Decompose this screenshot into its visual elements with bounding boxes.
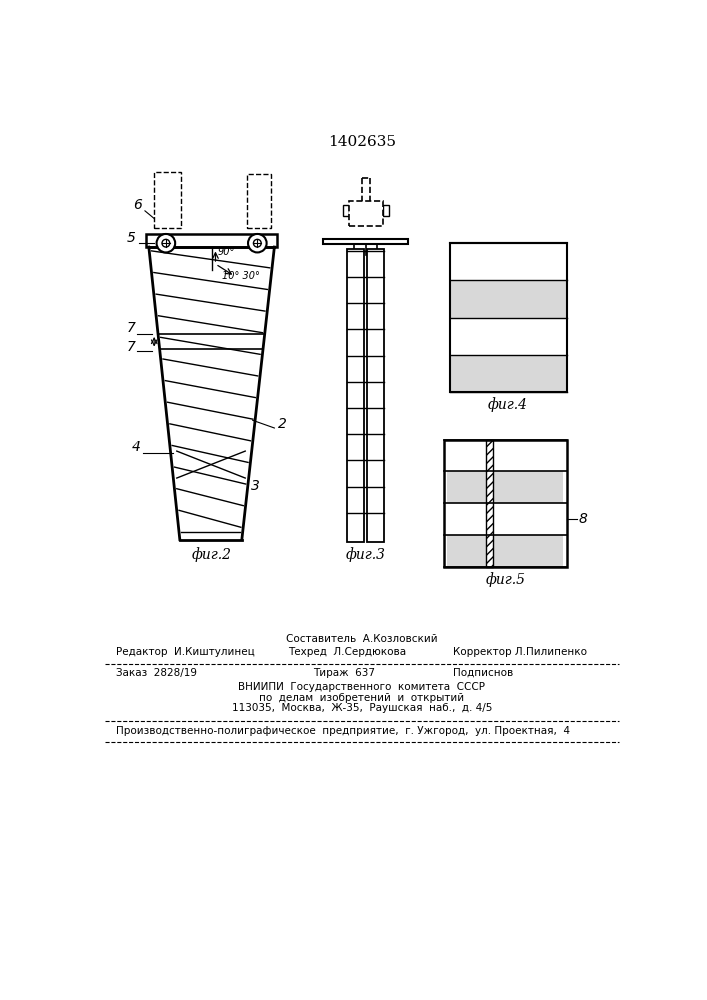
Bar [450, 280, 566, 318]
Bar [343, 205, 349, 216]
Bar [383, 205, 389, 216]
Bar [448, 440, 493, 471]
Text: ВНИИПИ  Государственного  комитета  СССР: ВНИИПИ Государственного комитета СССР [238, 682, 486, 692]
Text: 8: 8 [578, 512, 587, 526]
Text: Заказ  2828/19: Заказ 2828/19 [115, 668, 197, 678]
Bar [493, 535, 563, 567]
Text: 6: 6 [133, 198, 141, 212]
Text: 90°: 90° [218, 247, 235, 257]
Bar [323, 239, 409, 244]
Bar [347, 249, 364, 542]
Text: фиг.5: фиг.5 [485, 572, 525, 587]
Bar [349, 201, 383, 226]
Circle shape [162, 239, 170, 247]
Text: Тираж  637: Тираж 637 [313, 668, 375, 678]
Text: Производственно-полиграфическое  предприятие,  г. Ужгород,  ул. Проектная,  4: Производственно-полиграфическое предприя… [115, 726, 570, 736]
Text: Составитель  А.Козловский: Составитель А.Козловский [286, 634, 438, 644]
Text: Корректор Л.Пилипенко: Корректор Л.Пилипенко [452, 647, 587, 657]
Text: 4: 4 [132, 440, 141, 454]
Bar [448, 503, 493, 535]
Text: 5: 5 [127, 231, 136, 245]
FancyBboxPatch shape [247, 174, 271, 228]
Text: фиг.3: фиг.3 [346, 547, 386, 562]
Text: 2: 2 [278, 417, 286, 431]
Bar [450, 243, 566, 280]
Circle shape [156, 234, 175, 252]
Bar [368, 249, 385, 542]
Bar [450, 318, 566, 355]
Bar [444, 440, 566, 567]
Text: 3: 3 [250, 479, 259, 493]
Text: 7: 7 [127, 321, 136, 335]
Text: Техред  Л.Сердюкова: Техред Л.Сердюкова [288, 647, 407, 657]
Bar [448, 471, 493, 503]
Text: 10° 30°: 10° 30° [222, 271, 259, 281]
Circle shape [253, 239, 261, 247]
Bar [450, 243, 566, 392]
Text: 1402635: 1402635 [328, 135, 396, 149]
Text: 113035,  Москва,  Ж-35,  Раушская  наб.,  д. 4/5: 113035, Москва, Ж-35, Раушская наб., д. … [232, 703, 492, 713]
Bar [493, 471, 563, 503]
Text: 7: 7 [127, 340, 136, 354]
FancyBboxPatch shape [154, 172, 182, 228]
Text: по  делам  изобретений  и  открытий: по делам изобретений и открытий [259, 693, 464, 703]
Text: Подписнов: Подписнов [452, 668, 513, 678]
Text: фиг.4: фиг.4 [488, 397, 528, 412]
Bar [448, 535, 493, 567]
Bar [146, 234, 277, 247]
Bar [493, 440, 563, 471]
Text: фиг.2: фиг.2 [192, 547, 232, 562]
Bar [486, 440, 493, 567]
Bar [493, 503, 563, 535]
Text: Редактор  И.Киштулинец: Редактор И.Киштулинец [115, 647, 255, 657]
Bar [450, 355, 566, 392]
Circle shape [248, 234, 267, 252]
